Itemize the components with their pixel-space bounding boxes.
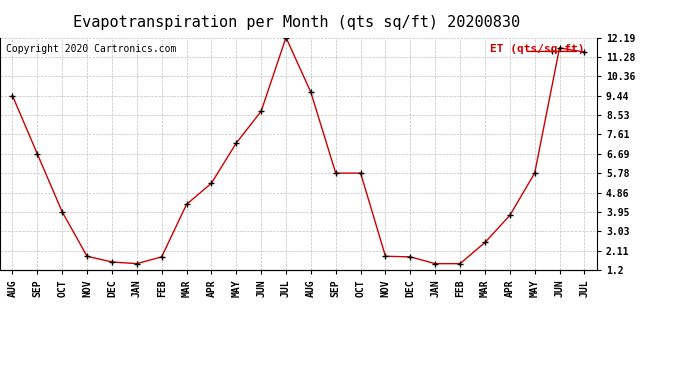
ET (qts/sq ft) (232, 141, 240, 146)
ET (qts/sq ft) (108, 260, 116, 264)
ET (qts/sq ft) (83, 254, 91, 258)
ET (qts/sq ft) (58, 210, 66, 214)
ET (qts/sq ft) (207, 181, 215, 186)
ET (qts/sq ft) (506, 213, 514, 217)
ET (qts/sq ft) (406, 255, 415, 259)
Text: Copyright 2020 Cartronics.com: Copyright 2020 Cartronics.com (6, 45, 177, 54)
ET (qts/sq ft) (257, 109, 265, 114)
ET (qts/sq ft) (307, 90, 315, 94)
ET (qts/sq ft) (33, 152, 41, 156)
ET (qts/sq ft) (357, 171, 365, 176)
ET (qts/sq ft) (132, 261, 141, 266)
ET (qts/sq ft) (431, 261, 440, 266)
ET (qts/sq ft) (332, 171, 340, 176)
ET (qts/sq ft) (481, 240, 489, 245)
ET (qts/sq ft) (382, 254, 390, 258)
ET (qts/sq ft) (456, 261, 464, 266)
ET (qts/sq ft) (182, 202, 190, 207)
Text: ET (qts/sq ft): ET (qts/sq ft) (491, 45, 585, 54)
ET (qts/sq ft) (531, 171, 539, 176)
Line: ET (qts/sq ft): ET (qts/sq ft) (10, 35, 587, 266)
Text: Evapotranspiration per Month (qts sq/ft) 20200830: Evapotranspiration per Month (qts sq/ft)… (73, 15, 520, 30)
ET (qts/sq ft) (282, 35, 290, 40)
ET (qts/sq ft) (8, 93, 17, 98)
ET (qts/sq ft) (157, 255, 166, 259)
ET (qts/sq ft) (580, 50, 589, 54)
ET (qts/sq ft) (555, 46, 564, 50)
